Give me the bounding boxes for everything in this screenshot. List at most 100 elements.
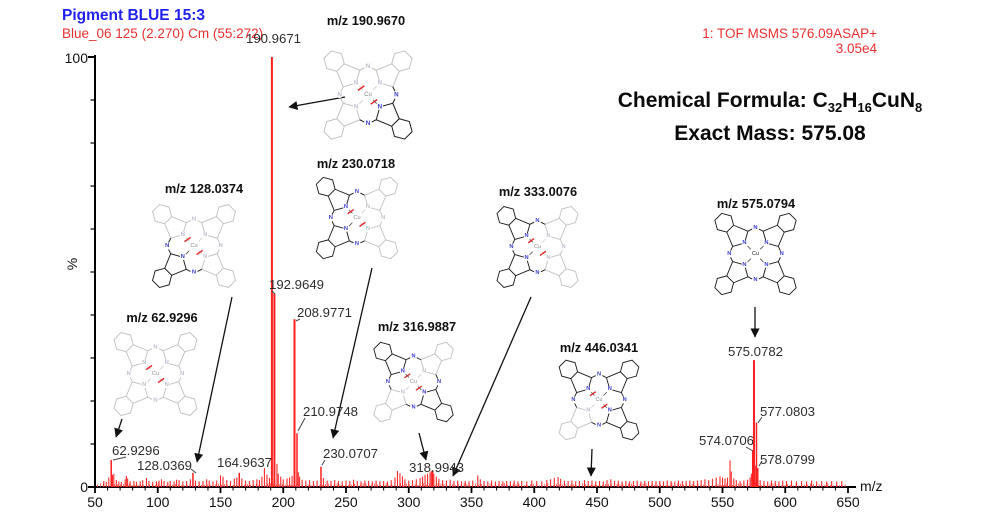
- y-axis-title: %: [64, 257, 81, 271]
- svg-text:N: N: [623, 397, 627, 403]
- svg-text:N: N: [366, 204, 370, 210]
- peak-label: 574.0706: [699, 433, 755, 448]
- x-tick-label: 300: [397, 494, 421, 510]
- svg-text:N: N: [181, 232, 185, 238]
- svg-text:N: N: [753, 277, 757, 283]
- svg-text:N: N: [780, 251, 784, 257]
- fragment-label: m/z 316.9887: [377, 319, 457, 334]
- svg-text:N: N: [219, 243, 223, 249]
- svg-text:N: N: [742, 240, 746, 246]
- fragment-structure: N N N N N N N N Cu: [714, 212, 797, 296]
- x-tick-label: 400: [522, 494, 546, 510]
- formula-text: CuN: [871, 89, 916, 112]
- svg-text:N: N: [337, 92, 342, 99]
- peak-label: 210.9748: [303, 404, 359, 419]
- svg-text:N: N: [422, 390, 426, 396]
- svg-text:N: N: [401, 390, 405, 396]
- x-tick-label: 150: [208, 494, 233, 510]
- svg-text:N: N: [378, 80, 383, 87]
- fragment-structure: N N N N N N N N Cu: [496, 205, 579, 289]
- svg-text:N: N: [597, 371, 601, 377]
- chemical-formula: Chemical Formula: C32H16CuN8: [617, 89, 923, 116]
- fragment-structure: N N N N N N N N Cu: [315, 176, 399, 260]
- svg-text:N: N: [366, 63, 371, 70]
- fragment-label: m/z 230.0718: [316, 156, 396, 171]
- x-tick-label: 100: [146, 494, 170, 510]
- svg-text:N: N: [181, 254, 185, 260]
- peak-label: 208.9771: [297, 305, 353, 320]
- svg-text:N: N: [354, 103, 359, 110]
- fragment-label: m/z 575.0794: [716, 196, 796, 211]
- peak-label: 190.9671: [246, 31, 302, 46]
- svg-text:N: N: [344, 226, 348, 232]
- fragment-structure: N N N N N N N N Cu: [558, 359, 640, 441]
- sample-title: Pigment BLUE 15:3: [62, 7, 205, 24]
- svg-text:N: N: [165, 243, 169, 249]
- fragment-structure: N N N N N N N N Cu: [373, 341, 454, 423]
- svg-text:N: N: [535, 270, 539, 276]
- svg-text:N: N: [344, 204, 348, 210]
- svg-text:N: N: [509, 244, 513, 250]
- x-tick-label: 50: [87, 494, 103, 510]
- svg-text:N: N: [571, 397, 575, 403]
- fragment-label: m/z 446.0341: [559, 340, 639, 355]
- formula-subscript: 8: [915, 100, 923, 116]
- svg-text:N: N: [422, 368, 426, 374]
- svg-text:N: N: [742, 262, 746, 268]
- peak-label: 577.0803: [760, 404, 816, 419]
- x-tick-label: 250: [334, 494, 358, 510]
- svg-text:N: N: [535, 218, 539, 224]
- peak-label: 164.9637: [217, 455, 273, 470]
- svg-text:N: N: [394, 92, 399, 99]
- x-axis-title: m/z: [860, 478, 883, 494]
- svg-text:N: N: [366, 120, 371, 127]
- chemical-formula-block: Chemical Formula: C32H16CuN8 Exact Mass:…: [570, 88, 970, 147]
- y-axis-min-label: 0: [80, 479, 88, 495]
- fragment-structure: N N N N N N N N Cu: [323, 50, 413, 140]
- svg-text:Cu: Cu: [596, 397, 603, 403]
- x-tick-label: 500: [648, 494, 672, 510]
- svg-text:N: N: [153, 398, 157, 404]
- fragment-structure: N N N N N N N N Cu: [152, 204, 236, 288]
- acquisition-info: Blue_06 125 (2.270) Cm (55:272): [62, 26, 264, 41]
- svg-text:N: N: [437, 379, 441, 385]
- exact-mass: Exact Mass: 575.08: [674, 122, 866, 146]
- svg-text:N: N: [411, 353, 415, 359]
- formula-text: C: [812, 89, 828, 112]
- svg-text:N: N: [764, 262, 768, 268]
- svg-text:Cu: Cu: [364, 92, 372, 98]
- peak-label: 192.9649: [269, 277, 325, 292]
- formula-subscript: 16: [857, 100, 872, 116]
- y-axis-max-label: 100: [64, 50, 88, 66]
- svg-text:N: N: [546, 255, 550, 261]
- svg-text:N: N: [142, 360, 146, 366]
- peak-label: 575.0782: [728, 344, 784, 359]
- peak-label: 128.0369: [137, 458, 193, 473]
- svg-text:N: N: [127, 371, 131, 377]
- svg-text:N: N: [192, 270, 196, 276]
- svg-text:Cu: Cu: [534, 244, 541, 250]
- svg-text:N: N: [386, 379, 390, 385]
- intensity-scale: 3.05e4: [835, 41, 877, 56]
- peak-label: 230.0707: [323, 446, 379, 461]
- fragment-label: m/z 128.0374: [164, 181, 244, 196]
- svg-text:N: N: [329, 215, 333, 221]
- svg-text:N: N: [727, 251, 731, 257]
- svg-text:N: N: [165, 360, 169, 366]
- formula-text: H: [842, 89, 858, 112]
- function-info: 1: TOF MSMS 576.09ASAP+: [702, 26, 877, 41]
- svg-text:N: N: [203, 254, 207, 260]
- svg-text:Cu: Cu: [353, 215, 360, 221]
- svg-text:N: N: [586, 386, 590, 392]
- svg-text:N: N: [524, 255, 528, 261]
- svg-text:N: N: [562, 244, 566, 250]
- svg-text:N: N: [608, 386, 612, 392]
- peak-label: 578.0799: [760, 452, 816, 467]
- svg-text:N: N: [753, 225, 757, 231]
- x-tick-label: 600: [773, 494, 797, 510]
- svg-text:N: N: [608, 408, 612, 414]
- svg-text:N: N: [366, 226, 370, 232]
- svg-text:N: N: [203, 232, 207, 238]
- fragment-label: m/z 62.9296: [126, 310, 198, 325]
